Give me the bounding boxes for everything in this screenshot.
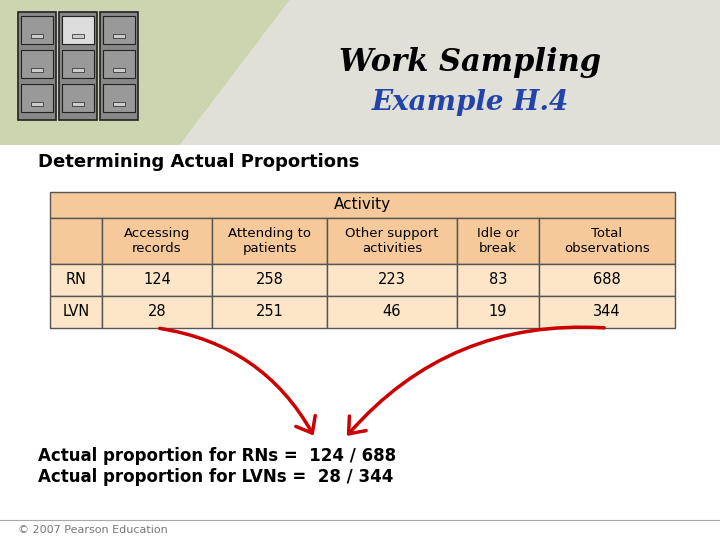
Polygon shape: [180, 0, 720, 145]
Bar: [113, 34, 125, 38]
Text: Idle or
break: Idle or break: [477, 227, 519, 255]
Bar: [31, 68, 43, 72]
Bar: [62, 84, 94, 112]
Bar: [21, 84, 53, 112]
Text: 46: 46: [383, 305, 401, 320]
Bar: [103, 50, 135, 78]
Text: Actual proportion for RNs =  124 / 688: Actual proportion for RNs = 124 / 688: [38, 447, 396, 465]
Bar: [113, 102, 125, 106]
Bar: [72, 34, 84, 38]
Bar: [62, 16, 94, 44]
Bar: [72, 68, 84, 72]
Bar: [212, 218, 327, 264]
Bar: [539, 218, 675, 264]
Text: Accessing
records: Accessing records: [124, 227, 190, 255]
Text: Actual proportion for LVNs =  28 / 344: Actual proportion for LVNs = 28 / 344: [38, 468, 393, 486]
Text: 258: 258: [256, 273, 284, 287]
Bar: [103, 16, 135, 44]
Text: 28: 28: [148, 305, 166, 320]
Text: Example H.4: Example H.4: [372, 89, 569, 116]
Text: 344: 344: [593, 305, 621, 320]
Text: Determining Actual Proportions: Determining Actual Proportions: [38, 153, 359, 171]
Bar: [103, 84, 135, 112]
Bar: [62, 16, 94, 44]
FancyArrowPatch shape: [160, 328, 315, 433]
Text: Work Sampling: Work Sampling: [339, 46, 601, 78]
Bar: [59, 12, 97, 120]
Text: 19: 19: [489, 305, 508, 320]
Text: 83: 83: [489, 273, 507, 287]
Text: Activity: Activity: [334, 198, 391, 213]
Text: 124: 124: [143, 273, 171, 287]
Bar: [0, 145, 720, 540]
Polygon shape: [0, 0, 290, 145]
Bar: [50, 296, 102, 328]
Text: Attending to
patients: Attending to patients: [228, 227, 311, 255]
Text: LVN: LVN: [63, 305, 89, 320]
Bar: [102, 218, 212, 264]
Bar: [50, 218, 102, 264]
Bar: [31, 102, 43, 106]
Text: 223: 223: [378, 273, 406, 287]
Bar: [457, 264, 539, 296]
Bar: [327, 218, 457, 264]
Bar: [100, 12, 138, 120]
Text: © 2007 Pearson Education: © 2007 Pearson Education: [18, 525, 168, 535]
Bar: [457, 218, 539, 264]
Text: Total
observations: Total observations: [564, 227, 650, 255]
Bar: [539, 296, 675, 328]
Bar: [212, 296, 327, 328]
Bar: [72, 102, 84, 106]
Bar: [50, 264, 102, 296]
Bar: [18, 12, 56, 120]
Bar: [21, 16, 53, 44]
Bar: [102, 264, 212, 296]
Bar: [539, 264, 675, 296]
Bar: [457, 296, 539, 328]
Bar: [62, 50, 94, 78]
Bar: [21, 50, 53, 78]
Bar: [31, 34, 43, 38]
Bar: [327, 296, 457, 328]
Bar: [102, 296, 212, 328]
FancyArrowPatch shape: [348, 327, 604, 434]
Text: RN: RN: [66, 273, 86, 287]
Text: Other support
activities: Other support activities: [346, 227, 438, 255]
Bar: [50, 192, 675, 218]
Text: 251: 251: [256, 305, 284, 320]
Bar: [212, 264, 327, 296]
Bar: [327, 264, 457, 296]
Text: 688: 688: [593, 273, 621, 287]
Bar: [113, 68, 125, 72]
